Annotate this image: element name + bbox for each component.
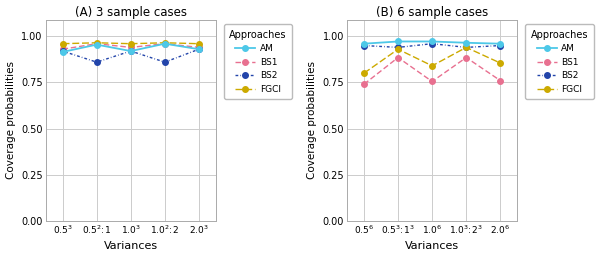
Title: (A) 3 sample cases: (A) 3 sample cases — [75, 6, 187, 19]
X-axis label: Variances: Variances — [104, 241, 158, 251]
X-axis label: Variances: Variances — [405, 241, 459, 251]
Y-axis label: Coverage probabilities: Coverage probabilities — [307, 61, 317, 179]
Title: (B) 6 sample cases: (B) 6 sample cases — [376, 6, 488, 19]
Legend: AM, BS1, BS2, FGCI: AM, BS1, BS2, FGCI — [525, 24, 593, 99]
Y-axis label: Coverage probabilities: Coverage probabilities — [5, 61, 16, 179]
Legend: AM, BS1, BS2, FGCI: AM, BS1, BS2, FGCI — [224, 24, 292, 99]
